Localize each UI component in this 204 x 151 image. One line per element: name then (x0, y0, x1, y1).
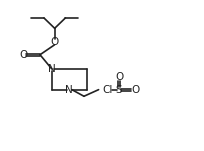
Text: N: N (65, 85, 73, 95)
Text: O: O (114, 72, 123, 82)
Text: O: O (19, 50, 27, 60)
Text: Cl: Cl (102, 85, 112, 95)
Text: N: N (48, 64, 55, 74)
Text: O: O (50, 37, 59, 47)
Text: S: S (115, 85, 122, 95)
Text: O: O (131, 85, 139, 95)
